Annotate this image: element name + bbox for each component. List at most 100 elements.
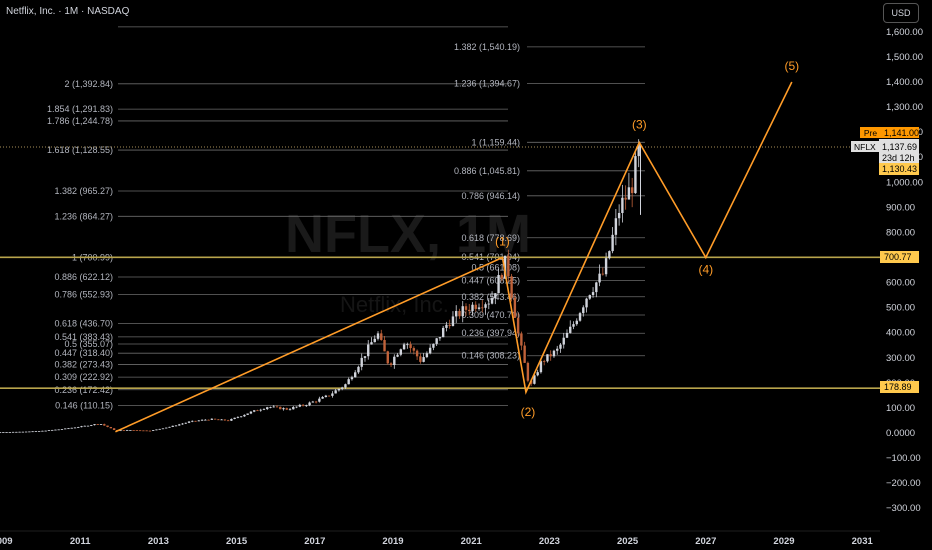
candle-body	[158, 428, 161, 430]
candle-body	[259, 409, 262, 411]
candle-body	[191, 420, 194, 422]
candle-body	[321, 397, 324, 399]
candle-body	[165, 427, 168, 429]
candle-body	[422, 357, 425, 362]
low-price: 1,130.43	[882, 164, 917, 174]
x-tick-label: 2017	[304, 536, 325, 547]
level-700-tag: 700.77	[884, 252, 912, 262]
chart-title: Netflix, Inc. · 1M · NASDAQ	[6, 6, 130, 17]
candle-body	[135, 430, 139, 431]
candle-body	[142, 430, 145, 432]
candle-body	[77, 427, 80, 428]
candle-body	[497, 274, 500, 294]
fib-right-label: 0.382 (543.46)	[461, 292, 520, 302]
candle-body	[464, 306, 468, 310]
candle-body	[484, 304, 487, 308]
fib-left-label: 0.447 (318.40)	[54, 348, 113, 358]
candle-body	[132, 430, 135, 431]
candle-body	[409, 344, 412, 349]
wave-path	[115, 81, 793, 433]
candle-body	[21, 431, 25, 433]
wave-label: (4)	[698, 263, 713, 277]
time-axis[interactable]: 2009 2011 2013 2015 2017 2019 2021 2023 2025 2027…	[0, 530, 880, 547]
candle-body	[608, 251, 611, 259]
candle-body	[272, 406, 275, 408]
candle-body	[103, 424, 106, 426]
low-tag-bg	[879, 163, 919, 175]
fib-right-label: 0.886 (1,045.81)	[454, 166, 520, 176]
x-tick-label: 2023	[539, 536, 560, 547]
fib-right-label: 1.382 (1,540.19)	[454, 42, 520, 52]
candle-body	[559, 344, 562, 349]
candle-body	[93, 424, 96, 426]
candle-body	[279, 406, 282, 410]
candle-body	[200, 419, 204, 421]
candle-body	[354, 372, 357, 378]
candle-body	[562, 337, 565, 345]
fib-right-label: 0.309 (470.70)	[461, 310, 520, 320]
candle-body	[556, 348, 559, 351]
x-tick-label: 2013	[148, 536, 169, 547]
candle-body	[520, 333, 523, 346]
candle-body	[194, 420, 197, 422]
candle-body	[474, 304, 477, 309]
candle-body	[178, 424, 181, 426]
candle-body	[220, 419, 223, 421]
candle-body	[617, 213, 621, 219]
last-tag-bg	[879, 139, 919, 163]
candle-body	[148, 430, 152, 432]
candle-body	[595, 282, 598, 293]
candle-body	[347, 379, 350, 385]
candle-body	[591, 292, 595, 296]
wave-label: (3)	[632, 117, 647, 131]
pre-value: 1,141.00	[884, 128, 919, 138]
candle-body	[15, 431, 18, 433]
candle-body	[44, 430, 47, 432]
candle-body	[513, 297, 517, 318]
candle-body	[298, 404, 302, 407]
candle-body	[181, 423, 184, 425]
price-axis[interactable]: 1,600.001,500.001,400.001,300.001,200.00…	[886, 27, 923, 514]
y-tick-label: 100.00	[886, 403, 915, 414]
candle-body	[370, 342, 373, 345]
y-tick-label: 1,500.00	[886, 52, 923, 63]
fib-left-label: 2 (1,392.84)	[64, 79, 113, 89]
fib-left-label: 0.5 (355.07)	[64, 339, 113, 349]
elliott-wave: (1) (2) (3) (4) (5)	[115, 59, 799, 433]
candle-body	[213, 418, 217, 420]
currency-button[interactable]: USD	[883, 3, 919, 23]
fib-left-label: 0.236 (172.42)	[54, 385, 113, 395]
candle-body	[57, 429, 60, 431]
candle-body	[327, 395, 331, 397]
fib-left-label: 0.886 (622.12)	[54, 272, 113, 282]
candle-body	[275, 406, 279, 408]
x-tick-label: 2015	[226, 536, 248, 547]
candle-body	[318, 398, 321, 402]
fib-left-label: 0.618 (436.70)	[54, 319, 113, 329]
candle-body	[37, 431, 41, 432]
candle-body	[70, 427, 73, 429]
candle-body	[565, 332, 569, 338]
candle-body	[435, 338, 438, 344]
candle-body	[425, 353, 429, 358]
candle-body	[246, 413, 249, 415]
candle-body	[490, 298, 494, 304]
candle-body	[461, 306, 464, 317]
fib-left-label: 0.786 (552.93)	[54, 289, 113, 299]
fib-right-label: 0.618 (778.69)	[461, 233, 520, 243]
candle-body	[112, 428, 116, 431]
candle-body	[503, 255, 507, 279]
price-tags: Pre 1,141.00 NFLX 1,137.69 23d 12h 1,130…	[851, 127, 919, 393]
candle-body	[151, 430, 155, 431]
symbol-tag: NFLX	[854, 142, 876, 152]
candle-body	[269, 407, 272, 408]
fib-left-label: 0.146 (110.15)	[55, 400, 113, 410]
candle-body	[578, 313, 582, 321]
candle-body	[500, 274, 504, 279]
candle-body	[507, 255, 510, 277]
candle-body	[119, 430, 122, 432]
candle-body	[419, 356, 422, 362]
candle-body	[243, 414, 246, 417]
y-tick-label: 1,400.00	[886, 77, 923, 88]
